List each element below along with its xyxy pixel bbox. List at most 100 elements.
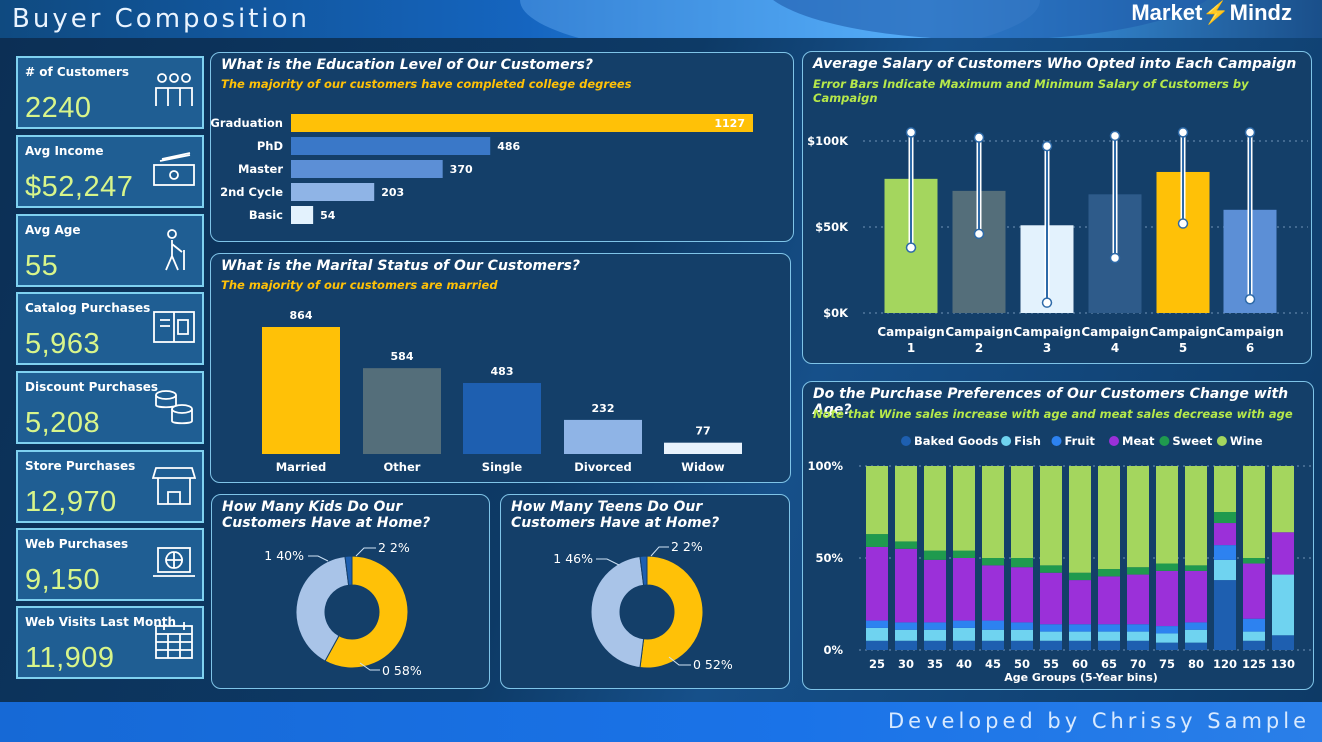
age-stack-segment bbox=[1272, 532, 1294, 575]
page-title: Buyer Composition bbox=[12, 4, 311, 34]
age-stack-segment bbox=[982, 629, 1004, 641]
education-value-label: 203 bbox=[381, 186, 404, 199]
age-stack-segment bbox=[1243, 631, 1265, 641]
age-stack-segment bbox=[982, 640, 1004, 650]
donut-leader-line bbox=[650, 546, 669, 557]
age-stack-segment bbox=[1185, 565, 1207, 571]
donut-label: 0 58% bbox=[382, 663, 422, 678]
age-stack-segment bbox=[953, 620, 975, 628]
education-panel: What is the Education Level of Our Custo… bbox=[210, 52, 794, 242]
age-stack-segment bbox=[1185, 570, 1207, 623]
kids-panel: How Many Kids Do Our Customers Have at H… bbox=[211, 494, 490, 689]
age-category-label: 55 bbox=[1043, 657, 1059, 671]
education-bar bbox=[291, 137, 491, 155]
education-category-label: Basic bbox=[249, 208, 283, 222]
donut-leader-line bbox=[308, 555, 329, 562]
age-stack-segment bbox=[1214, 523, 1236, 546]
age-stack-segment bbox=[1127, 640, 1149, 650]
age-stack-segment bbox=[895, 622, 917, 630]
age-stack-segment bbox=[1243, 466, 1265, 558]
marital-bar bbox=[363, 368, 441, 454]
age-stack-segment bbox=[1127, 466, 1149, 568]
age-category-label: 40 bbox=[956, 657, 972, 671]
age-stack-segment bbox=[1156, 570, 1178, 627]
education-bar bbox=[291, 183, 375, 201]
salary-ytick-label: $100K bbox=[807, 134, 849, 148]
age-stack-segment bbox=[895, 640, 917, 650]
kpi-label: Avg Age bbox=[25, 223, 81, 237]
age-stack-segment bbox=[1011, 567, 1033, 623]
education-value-label: 54 bbox=[320, 209, 336, 222]
laptop-globe-icon bbox=[153, 547, 195, 577]
legend-label: Meat bbox=[1122, 434, 1155, 448]
age-stack-segment bbox=[1040, 466, 1062, 566]
kpi-card: Web Visits Last Month 11,909 bbox=[16, 606, 204, 679]
salary-title: Average Salary of Customers Who Opted in… bbox=[813, 56, 1297, 72]
marital-bar bbox=[262, 327, 340, 454]
legend-swatch bbox=[1109, 436, 1119, 446]
kpi-value: 12,970 bbox=[25, 486, 117, 518]
kpi-label: Catalog Purchases bbox=[25, 301, 151, 315]
salary-category-label: Campaign bbox=[877, 325, 944, 339]
calendar-icon bbox=[155, 622, 193, 659]
age-category-label: 130 bbox=[1271, 657, 1295, 671]
catalog-icon bbox=[153, 311, 195, 343]
age-ytick-label: 50% bbox=[815, 551, 843, 565]
legend-swatch bbox=[1216, 436, 1227, 446]
salary-category-label: 3 bbox=[1043, 341, 1051, 355]
age-stack-segment bbox=[1214, 559, 1236, 581]
age-stack-segment bbox=[1040, 640, 1062, 650]
donut-label: 2 2% bbox=[378, 540, 410, 555]
donut-leader-line bbox=[668, 656, 691, 666]
salary-min-marker bbox=[1041, 297, 1053, 308]
kids-title: How Many Kids Do Our Customers Have at H… bbox=[222, 499, 431, 531]
education-category-label: 2nd Cycle bbox=[220, 185, 283, 199]
age-stack-segment bbox=[1185, 622, 1207, 630]
age-subtitle: Note that Wine sales increase with age a… bbox=[813, 407, 1293, 421]
age-stack-segment bbox=[1098, 640, 1120, 650]
kpi-card: Avg Age 55 bbox=[16, 214, 204, 287]
marital-value-label: 77 bbox=[695, 425, 710, 438]
age-stack-segment bbox=[1243, 558, 1265, 564]
age-stack-segment bbox=[1040, 624, 1062, 632]
age-stack-segment bbox=[1040, 631, 1062, 641]
marital-value-label: 483 bbox=[491, 365, 514, 378]
marital-subtitle: The majority of our customers are marrie… bbox=[221, 278, 498, 292]
salary-subtitle: Error Bars Indicate Maximum and Minimum … bbox=[813, 77, 1249, 105]
age-stack-segment bbox=[982, 565, 1004, 621]
kpi-card: # of Customers 2240 bbox=[16, 56, 204, 129]
age-preferences-chart: Baked Goods Fish Fruit Meat Sweet Wine 0% 50% 10… bbox=[807, 434, 1311, 684]
age-category-label: 35 bbox=[927, 657, 943, 671]
salary-category-label: Campaign bbox=[1081, 325, 1148, 339]
donut-leader-line bbox=[355, 547, 376, 557]
salary-min-marker bbox=[1109, 252, 1121, 264]
age-category-label: 120 bbox=[1213, 657, 1237, 671]
age-stack-segment bbox=[924, 550, 946, 560]
salary-category-label: 1 bbox=[907, 341, 915, 355]
age-stack-segment bbox=[924, 640, 946, 650]
kpi-card: Store Purchases 12,970 bbox=[16, 450, 204, 523]
donut-label: 0 52% bbox=[693, 657, 733, 672]
footer-credit: Developed by Chrissy Sample bbox=[888, 709, 1310, 733]
marital-category-label: Other bbox=[384, 460, 421, 474]
age-stack-segment bbox=[924, 629, 946, 641]
salary-max-marker bbox=[973, 132, 985, 143]
age-category-label: 45 bbox=[985, 657, 1001, 671]
age-stack-segment bbox=[924, 559, 946, 623]
age-ytick-label: 0% bbox=[823, 643, 843, 657]
age-category-label: 125 bbox=[1242, 657, 1266, 671]
kpi-label: Web Visits Last Month bbox=[25, 615, 177, 629]
salary-max-marker bbox=[1041, 140, 1053, 152]
age-stack-segment bbox=[1011, 629, 1033, 641]
age-stack-segment bbox=[982, 620, 1004, 630]
kpi-label: Avg Income bbox=[25, 144, 104, 158]
kpi-value: $52,247 bbox=[25, 171, 134, 203]
donut-leader-line bbox=[596, 558, 620, 566]
marital-category-label: Married bbox=[276, 460, 327, 474]
age-category-label: 25 bbox=[869, 657, 885, 671]
age-stack-segment bbox=[953, 640, 975, 650]
age-stack-segment bbox=[895, 548, 917, 623]
marital-category-label: Single bbox=[482, 460, 523, 474]
age-stack-segment bbox=[866, 620, 888, 628]
donut-slice bbox=[324, 555, 409, 669]
